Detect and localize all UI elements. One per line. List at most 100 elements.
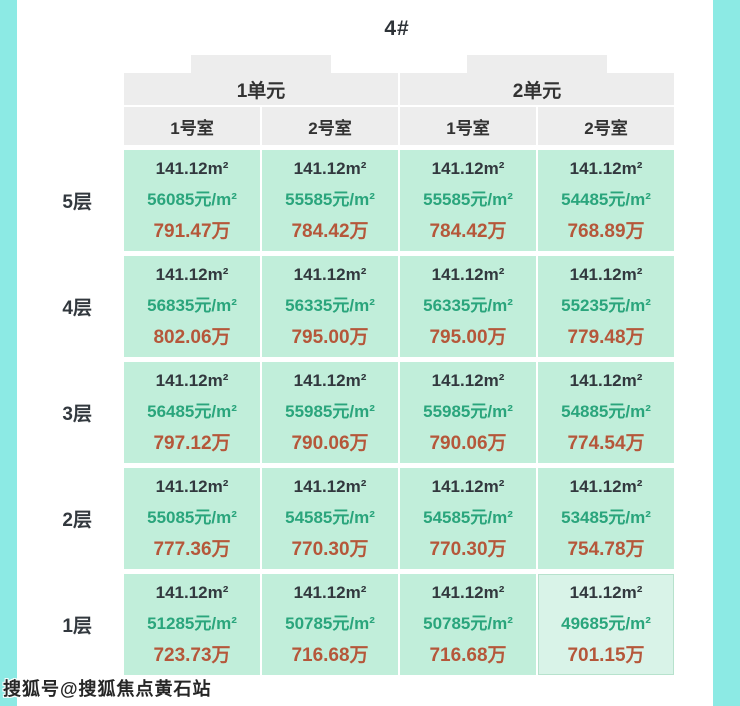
unit-price-value: 56835元/m² — [147, 295, 237, 315]
total-price-value: 790.06万 — [291, 432, 369, 454]
unit-cell: 141.12m² 54885元/m² 774.54万 — [538, 362, 674, 463]
unit-header-label: 1单元 — [236, 80, 286, 102]
unit-price-value: 55235元/m² — [561, 295, 651, 315]
unit-cell: 141.12m² 54485元/m² 768.89万 — [538, 150, 674, 251]
unit-price-value: 50785元/m² — [423, 613, 513, 633]
unit-cell: 141.12m² 50785元/m² 716.68万 — [400, 574, 536, 675]
total-price-value: 784.42万 — [429, 220, 507, 242]
total-price-value: 777.36万 — [153, 538, 231, 560]
unit-cell: 141.12m² 56835元/m² 802.06万 — [124, 256, 260, 357]
floor-label: 3层 — [62, 404, 92, 425]
floor-column-spacer — [17, 107, 122, 145]
unit-price-value: 55985元/m² — [423, 401, 513, 421]
area-value: 141.12m² — [431, 582, 505, 602]
room-header: 2号室 — [538, 107, 674, 145]
area-value: 141.12m² — [293, 476, 367, 496]
area-value: 141.12m² — [569, 476, 643, 496]
unit-cell: 141.12m² 55235元/m² 779.48万 — [538, 256, 674, 357]
unit-price-value: 55585元/m² — [423, 189, 513, 209]
total-price-value: 779.48万 — [567, 326, 645, 348]
room-header: 1号室 — [124, 107, 260, 145]
unit-cell: 141.12m² 56085元/m² 791.47万 — [124, 150, 260, 251]
unit-cell: 141.12m² 50785元/m² 716.68万 — [262, 574, 398, 675]
unit-cell: 141.12m² 53485元/m² 754.78万 — [538, 468, 674, 569]
unit-cell-highlighted: 141.12m² 49685元/m² 701.15万 — [538, 574, 674, 675]
table-row: 2层 141.12m² 55085元/m² 777.36万 141.12m² 5… — [17, 468, 674, 569]
unit-price-value: 49685元/m² — [561, 613, 651, 633]
unit-price-value: 53485元/m² — [561, 507, 651, 527]
unit-price-value: 54585元/m² — [423, 507, 513, 527]
area-value: 141.12m² — [569, 582, 643, 602]
unit-price-value: 51285元/m² — [147, 613, 237, 633]
total-price-value: 797.12万 — [153, 432, 231, 454]
floor-label: 1层 — [62, 616, 92, 637]
total-price-value: 791.47万 — [153, 220, 231, 242]
unit-cell: 141.12m² 51285元/m² 723.73万 — [124, 574, 260, 675]
total-price-value: 795.00万 — [429, 326, 507, 348]
unit-price-value: 50785元/m² — [285, 613, 375, 633]
area-value: 141.12m² — [155, 476, 229, 496]
unit-price-value: 55985元/m² — [285, 401, 375, 421]
total-price-value: 716.68万 — [291, 644, 369, 666]
total-price-value: 802.06万 — [153, 326, 231, 348]
side-strip-left — [0, 0, 17, 706]
area-value: 141.12m² — [155, 582, 229, 602]
unit-header-label: 2单元 — [512, 80, 562, 102]
total-price-value: 716.68万 — [429, 644, 507, 666]
unit-header-1: 1单元 — [124, 55, 398, 105]
area-value: 141.12m² — [431, 264, 505, 284]
floor-label: 5层 — [62, 192, 92, 213]
page-title: 4# — [384, 17, 410, 40]
unit-cell: 141.12m² 55985元/m² 790.06万 — [400, 362, 536, 463]
total-price-value: 754.78万 — [567, 538, 645, 560]
area-value: 141.12m² — [569, 264, 643, 284]
unit-cell: 141.12m² 56335元/m² 795.00万 — [262, 256, 398, 357]
floor-label: 4层 — [62, 298, 92, 319]
unit-cell: 141.12m² 56485元/m² 797.12万 — [124, 362, 260, 463]
total-price-value: 701.15万 — [567, 644, 645, 666]
area-value: 141.12m² — [155, 264, 229, 284]
area-value: 141.12m² — [293, 370, 367, 390]
floor-column-spacer — [17, 73, 122, 105]
unit-tab — [191, 55, 331, 73]
total-price-value: 774.54万 — [567, 432, 645, 454]
total-price-value: 790.06万 — [429, 432, 507, 454]
area-value: 141.12m² — [155, 370, 229, 390]
unit-price-value: 55085元/m² — [147, 507, 237, 527]
price-table: 4# 1单元 2单元 1号室 2号室 1号室 2号室 5层 141.12m² 5… — [17, 0, 674, 675]
room-header: 2号室 — [262, 107, 398, 145]
total-price-value: 770.30万 — [291, 538, 369, 560]
unit-price-value: 56335元/m² — [285, 295, 375, 315]
area-value: 141.12m² — [431, 370, 505, 390]
total-price-value: 770.30万 — [429, 538, 507, 560]
area-value: 141.12m² — [431, 158, 505, 178]
unit-price-value: 54585元/m² — [285, 507, 375, 527]
unit-price-value: 54885元/m² — [561, 401, 651, 421]
table-row: 5层 141.12m² 56085元/m² 791.47万 141.12m² 5… — [17, 150, 674, 251]
table-row: 3层 141.12m² 56485元/m² 797.12万 141.12m² 5… — [17, 362, 674, 463]
area-value: 141.12m² — [569, 370, 643, 390]
room-header-row: 1号室 2号室 1号室 2号室 — [17, 107, 674, 145]
unit-cell: 141.12m² 55585元/m² 784.42万 — [262, 150, 398, 251]
unit-cell: 141.12m² 56335元/m² 795.00万 — [400, 256, 536, 357]
unit-price-value: 56485元/m² — [147, 401, 237, 421]
total-price-value: 784.42万 — [291, 220, 369, 242]
unit-cell: 141.12m² 54585元/m² 770.30万 — [262, 468, 398, 569]
unit-price-value: 56335元/m² — [423, 295, 513, 315]
total-price-value: 795.00万 — [291, 326, 369, 348]
side-strip-right — [713, 0, 740, 706]
total-price-value: 723.73万 — [153, 644, 231, 666]
area-value: 141.12m² — [293, 582, 367, 602]
table-row: 1层 141.12m² 51285元/m² 723.73万 141.12m² 5… — [17, 574, 674, 675]
area-value: 141.12m² — [569, 158, 643, 178]
area-value: 141.12m² — [293, 158, 367, 178]
watermark: 搜狐号@搜狐焦点黄石站 — [3, 679, 212, 699]
area-value: 141.12m² — [155, 158, 229, 178]
unit-price-value: 56085元/m² — [147, 189, 237, 209]
area-value: 141.12m² — [293, 264, 367, 284]
area-value: 141.12m² — [431, 476, 505, 496]
floor-label: 2层 — [62, 510, 92, 531]
unit-header-2: 2单元 — [400, 55, 674, 105]
unit-cell: 141.12m² 54585元/m² 770.30万 — [400, 468, 536, 569]
unit-cell: 141.12m² 55985元/m² 790.06万 — [262, 362, 398, 463]
